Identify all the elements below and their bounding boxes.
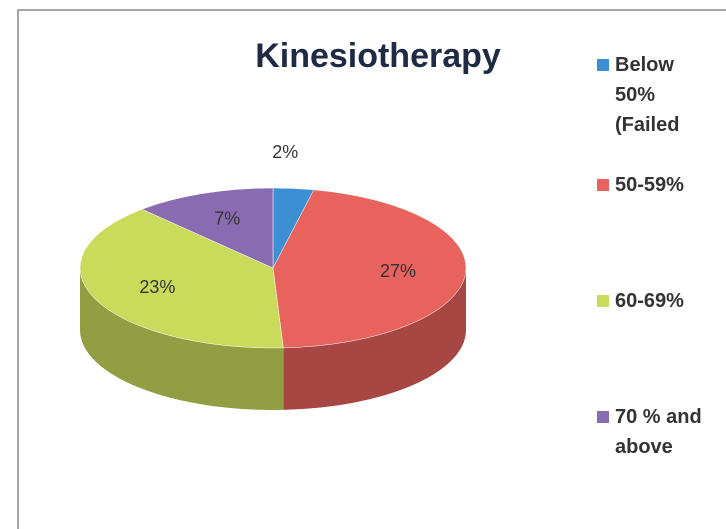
legend-label: 50-59% [615, 174, 684, 196]
legend-swatch [597, 179, 609, 191]
chart-title: Kinesiotherapy [255, 37, 501, 75]
legend-label: Below 50% (Failed [615, 54, 680, 136]
slice [141, 187, 274, 269]
legend-swatch [597, 411, 609, 423]
slice [272, 189, 467, 349]
data-label: 2% [272, 142, 298, 162]
legend-swatch [597, 59, 609, 71]
data-label: 7% [214, 208, 240, 228]
data-label: 23% [139, 277, 175, 297]
legend-swatch [597, 295, 609, 307]
slice [79, 208, 284, 349]
data-label: 27% [380, 261, 416, 281]
legend-label: 60-69% [615, 290, 684, 312]
slice-side [283, 268, 466, 410]
legend-label: 70 % and above [615, 406, 702, 458]
slice-side [80, 268, 284, 411]
